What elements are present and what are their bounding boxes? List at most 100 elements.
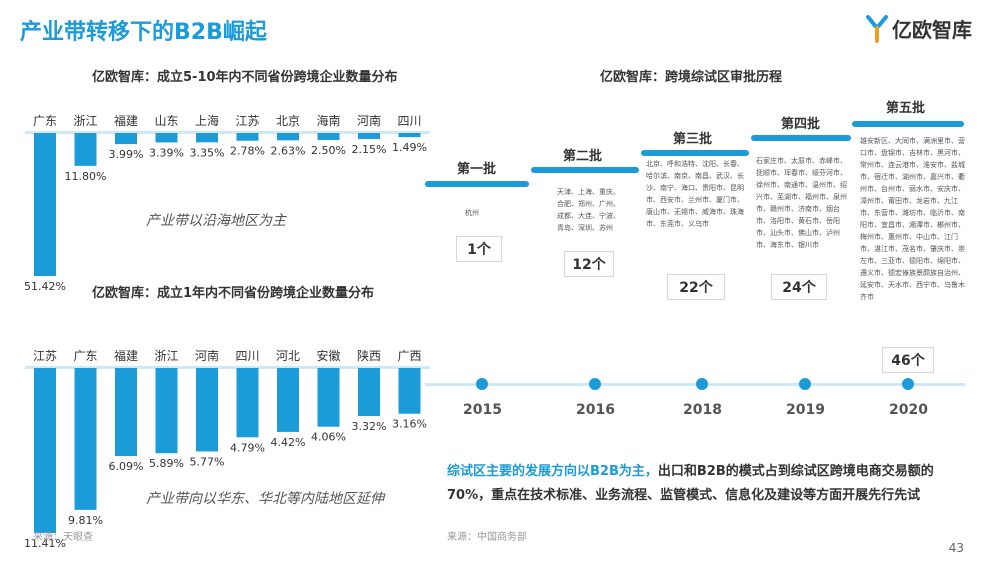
chart2-category-label: 安徽 [316, 348, 340, 363]
chart1-category-label: 上海 [195, 113, 219, 128]
logo-text: 亿欧智库 [892, 18, 972, 42]
chart1-value-label: 3.99% [109, 148, 144, 161]
batch3-bar [641, 150, 749, 156]
chart2-category-label: 浙江 [154, 349, 178, 363]
source-right: 来源：中国商务部 [447, 532, 527, 543]
chart1-bar [277, 133, 299, 141]
chart1-annotation: 产业带以沿海地区为主 [146, 213, 286, 229]
chart2-bar [115, 368, 137, 457]
chart2-value-label: 6.09% [109, 460, 144, 473]
batch4-label: 第四批 [781, 117, 821, 132]
batch5-bar [852, 121, 964, 127]
chart2-bar [358, 368, 380, 417]
chart2-value-label: 4.79% [230, 441, 265, 454]
chart2-category-label: 陕西 [357, 348, 381, 363]
chart2-value-label: 3.16% [392, 418, 427, 431]
chart1-value-label: 3.35% [190, 146, 225, 159]
year-2019: 2019 [786, 402, 825, 418]
chart1-category-label: 河南 [357, 113, 381, 128]
batch1-cities: 杭州 [465, 209, 479, 217]
batch2-count: 12个 [564, 251, 614, 277]
chart2-bar [196, 368, 218, 452]
chart2-value-label: 11.41% [24, 537, 66, 550]
batch3-label: 第三批 [673, 132, 713, 147]
batch3-count: 22个 [667, 274, 725, 300]
chart2-category-label: 河南 [195, 348, 219, 363]
chart2-category-label: 江苏 [33, 349, 57, 363]
chart1-category-label: 四川 [397, 114, 421, 128]
chart2-bar [155, 368, 178, 454]
chart1-bar [398, 133, 421, 138]
chart1-value-label: 2.15% [352, 143, 387, 156]
chart2-bar [317, 368, 340, 427]
chart1-category-label: 北京 [276, 114, 300, 128]
batch2-bar [531, 167, 639, 173]
chart1-value-label: 3.39% [149, 146, 184, 159]
chart2-value-label: 5.89% [149, 457, 184, 470]
batch1-count: 1个 [456, 236, 502, 262]
chart2-bar [398, 368, 421, 414]
timeline-title: 亿欧智库：跨境综试区审批历程 [600, 70, 783, 85]
chart2-category-label: 四川 [235, 349, 259, 363]
chart1-category-label: 海南 [316, 113, 340, 128]
chart1-value-label: 51.42% [24, 280, 66, 293]
chart2-bar [277, 368, 299, 432]
source-left: 来源：天眼查 [33, 532, 93, 543]
chart1-bar [317, 133, 340, 140]
chart2-category-label: 广西 [397, 349, 421, 363]
timeline-dot-2016 [589, 378, 601, 390]
chart1-value-label: 2.78% [230, 145, 265, 158]
logo-icon [866, 14, 888, 43]
year-2018: 2018 [683, 402, 722, 418]
chart2-bar [34, 368, 56, 533]
chart1-category-label: 广东 [33, 114, 57, 128]
chart1-bar [74, 133, 97, 166]
chart1-value-label: 1.49% [392, 141, 427, 154]
chart2-category-label: 广东 [73, 349, 97, 363]
batch2-label: 第二批 [563, 149, 603, 164]
chart1-value-label: 2.63% [271, 144, 306, 157]
chart1-category-label: 福建 [114, 113, 138, 128]
batch4-cities: 石家庄市、太原市、赤峰市、抚顺市、珲春市、绥芬河市、徐州市、南通市、温州市、绍兴… [756, 157, 847, 249]
batch3-cities: 北京、呼和浩特、沈阳、长春、哈尔滨、南京、南昌、武汉、长沙、南宁、海口、贵阳市、… [646, 160, 744, 228]
chart1-bar [358, 133, 380, 139]
year-2020: 2020 [889, 402, 928, 418]
chart1-bar [196, 133, 218, 143]
chart2-baseline [25, 366, 430, 369]
chart2-value-label: 5.77% [190, 455, 225, 468]
page-title: 产业带转移下的B2B崛起 [20, 20, 267, 45]
timeline-dot-2018 [696, 378, 708, 390]
batch5-label: 第五批 [886, 101, 926, 116]
chart2-bar [74, 368, 97, 510]
batch4-count: 24个 [771, 274, 827, 300]
chart2: 江苏 11.41% 广东 9.81% 福建 6.09% 浙江 5.89% 河南 5.77% 四川 4.… [24, 348, 430, 550]
chart2-value-label: 4.42% [271, 436, 306, 449]
chart1-category-label: 浙江 [73, 114, 97, 128]
batch4-bar [751, 135, 851, 141]
summary-rest: 出口和B2B的模式占到综试区跨境电商交易额的70%，重点在技术标准、业务流程、监… [447, 464, 934, 503]
year-2015: 2015 [463, 402, 502, 418]
chart2-category-label: 河北 [276, 349, 300, 363]
batch1-label: 第一批 [457, 162, 497, 177]
chart2-title: 亿欧智库：成立1年内不同省份跨境企业数量分布 [92, 286, 375, 301]
summary-text: 综试区主要的发展方向以B2B为主，出口和B2B的模式占到综试区跨境电商交易额的7… [447, 460, 967, 508]
timeline-dot-2019 [799, 378, 811, 390]
batch5-cities: 雄安新区、大同市、满洲里市、营口市、盘锦市、吉林市、黑河市、常州市、连云港市、淮… [860, 137, 965, 301]
timeline-axis [425, 383, 965, 386]
chart1-value-label: 2.50% [311, 144, 346, 157]
chart1-value-label: 11.80% [65, 170, 107, 183]
chart1-bar [155, 133, 178, 143]
batch5-count: 46个 [882, 347, 934, 373]
year-2016: 2016 [576, 402, 615, 418]
chart2-value-label: 9.81% [68, 514, 103, 527]
chart1: 广东 51.42% 浙江 11.80% 福建 3.99% 山东 3.39% 上海 3.35% 江苏 2… [24, 113, 430, 293]
chart1-bar [34, 133, 56, 276]
chart1-title: 亿欧智库：成立5-10年内不同省份跨境企业数量分布 [92, 70, 398, 85]
chart1-category-label: 江苏 [235, 114, 259, 128]
chart2-value-label: 3.32% [352, 420, 387, 433]
batch1-bar [425, 181, 529, 187]
timeline-dot-2020 [902, 378, 914, 390]
batch2-cities: 天津、上海、重庆、合肥、郑州、广州、成都、大连、宁波、青岛、深圳、苏州 [557, 188, 620, 232]
chart2-category-label: 福建 [114, 348, 138, 363]
summary-highlight: 综试区主要的发展方向以B2B为主， [447, 464, 658, 479]
